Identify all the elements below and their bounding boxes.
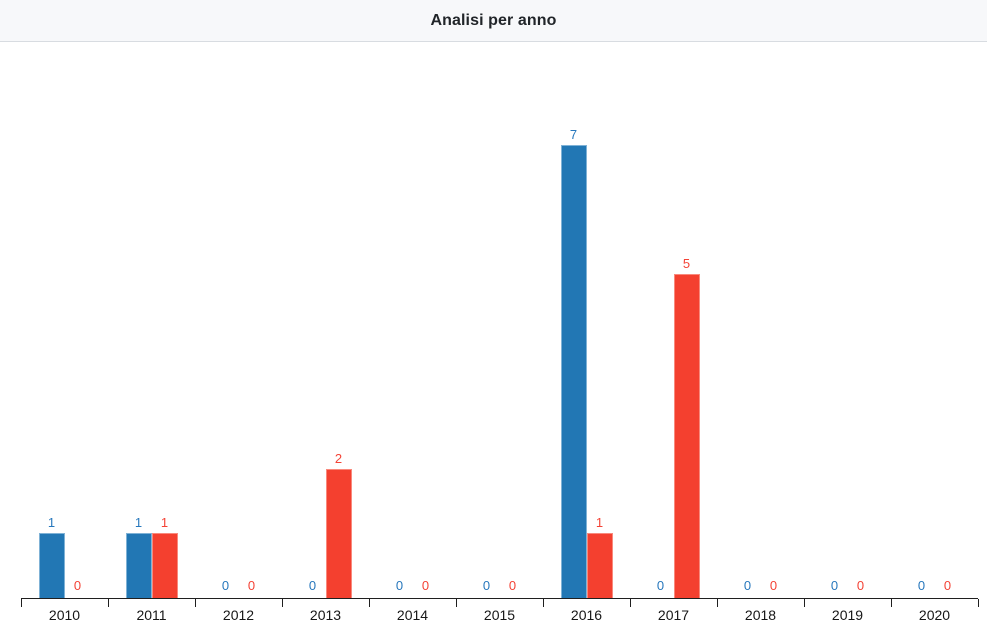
value-label-2015-red: 0 [508, 578, 517, 593]
bar-2017-red[interactable] [673, 274, 700, 598]
x-axis-tick [195, 599, 196, 607]
value-label-2012-blue: 0 [221, 578, 230, 593]
x-tick-label-2018: 2018 [744, 607, 777, 623]
value-label-2019-blue: 0 [830, 578, 839, 593]
x-axis-tick [891, 599, 892, 607]
x-axis-tick [717, 599, 718, 607]
x-axis-tick [108, 599, 109, 607]
value-label-2013-blue: 0 [308, 578, 317, 593]
value-label-2013-red: 2 [334, 450, 343, 466]
bar-2016-blue[interactable] [560, 145, 587, 598]
value-label-2020-red: 0 [943, 578, 952, 593]
x-axis-tick [21, 599, 22, 607]
value-label-2017-blue: 0 [656, 578, 665, 593]
value-label-2020-blue: 0 [917, 578, 926, 593]
value-label-2018-red: 0 [769, 578, 778, 593]
x-axis-tick [282, 599, 283, 607]
value-label-2014-red: 0 [421, 578, 430, 593]
x-axis-tick [978, 599, 979, 607]
x-tick-label-2020: 2020 [918, 607, 951, 623]
bar-2011-red[interactable] [151, 533, 178, 598]
x-tick-label-2015: 2015 [483, 607, 516, 623]
bar-2016-red[interactable] [586, 533, 613, 598]
x-axis-tick [456, 599, 457, 607]
x-tick-label-2019: 2019 [831, 607, 864, 623]
chart-title: Analisi per anno [430, 11, 557, 29]
bar-2011-blue[interactable] [125, 533, 152, 598]
bar-2013-red[interactable] [325, 469, 352, 598]
x-tick-label-2012: 2012 [222, 607, 255, 623]
x-axis-tick [804, 599, 805, 607]
x-tick-label-2011: 2011 [136, 607, 167, 623]
x-tick-label-2017: 2017 [657, 607, 690, 623]
x-axis-line [21, 598, 978, 599]
chart-plot-area: 2010 1 0 2011 1 1 2012 0 0 2013 0 2 2014 0 0 2015 0 0 2016… [0, 42, 987, 642]
x-tick-label-2016: 2016 [570, 607, 603, 623]
value-label-2012-red: 0 [247, 578, 256, 593]
x-tick-label-2013: 2013 [309, 607, 342, 623]
chart-title-bar: Analisi per anno [0, 0, 987, 42]
value-label-2011-blue: 1 [134, 515, 143, 531]
value-label-2016-blue: 7 [569, 127, 578, 143]
x-tick-label-2010: 2010 [48, 607, 81, 623]
x-axis-tick [630, 599, 631, 607]
x-axis-tick [543, 599, 544, 607]
value-label-2014-blue: 0 [395, 578, 404, 593]
value-label-2010-red: 0 [73, 578, 82, 593]
value-label-2019-red: 0 [856, 578, 865, 593]
x-tick-label-2014: 2014 [396, 607, 429, 623]
bar-2010-blue[interactable] [38, 533, 65, 598]
value-label-2018-blue: 0 [743, 578, 752, 593]
value-label-2017-red: 5 [682, 256, 691, 272]
value-label-2010-blue: 1 [47, 515, 56, 531]
value-label-2015-blue: 0 [482, 578, 491, 593]
x-axis-tick [369, 599, 370, 607]
value-label-2016-red: 1 [595, 515, 604, 531]
value-label-2011-red: 1 [160, 515, 169, 531]
